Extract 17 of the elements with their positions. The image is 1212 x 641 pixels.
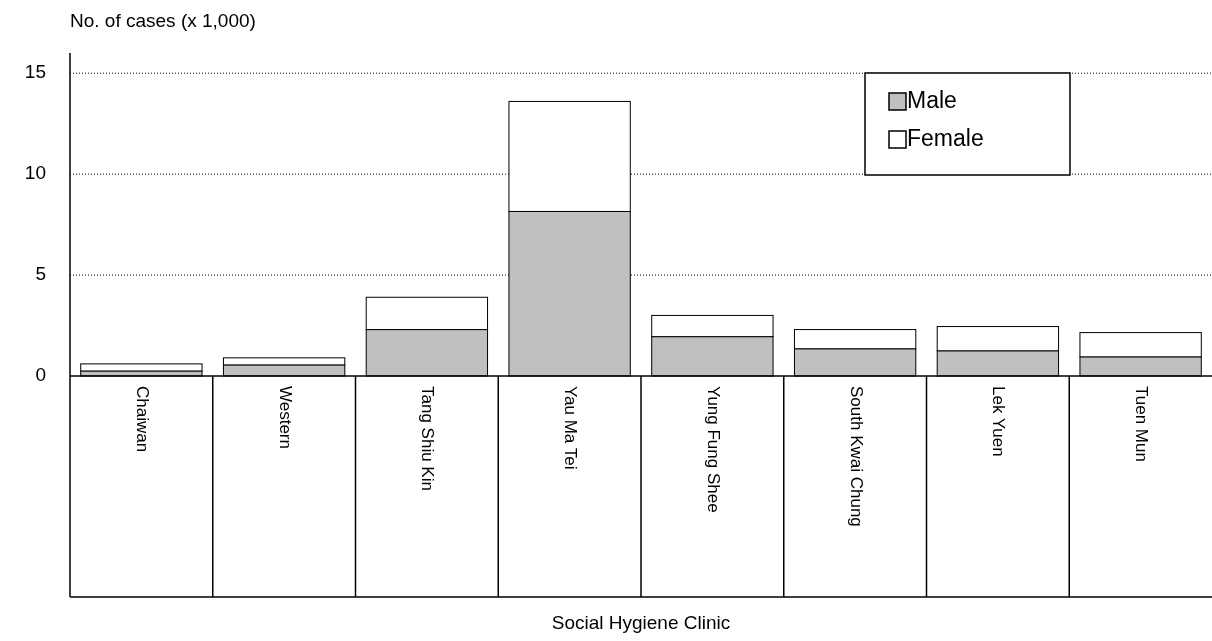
legend-label: Female — [907, 125, 984, 152]
y-tick-label: 15 — [24, 61, 46, 83]
y-tick-label: 5 — [35, 263, 46, 285]
x-tick-label: Western — [275, 386, 295, 449]
x-tick-label: Yau Ma Tei — [561, 386, 581, 470]
x-tick-label: Chaiwan — [132, 386, 152, 453]
legend-label: Male — [907, 87, 957, 114]
x-tick-label: Tang Shiu Kin — [418, 386, 438, 491]
bar — [80, 363, 203, 372]
y-tick-label: 10 — [24, 162, 46, 184]
x-tick-label: Lek Yuen — [989, 386, 1009, 457]
x-tick-label: Tuen Mun — [1132, 386, 1152, 462]
x-axis-title: Social Hygiene Clinic — [551, 612, 731, 633]
x-tick-label: South Kwai Chung — [846, 386, 866, 527]
y-axis-title: No. of cases (x 1,000) — [70, 10, 256, 31]
x-tick-label: Yung Fung Shee — [703, 386, 723, 513]
y-tick-label: 0 — [35, 364, 46, 386]
